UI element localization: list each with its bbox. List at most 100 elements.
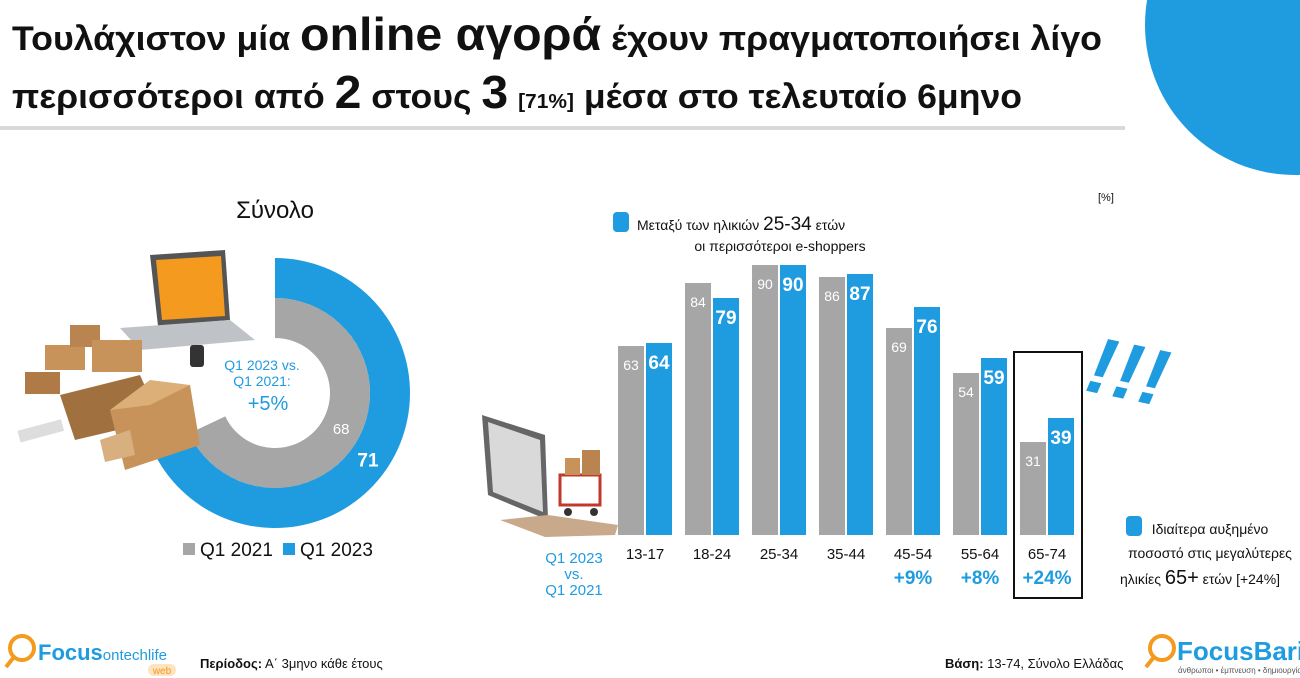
annotation-line: Μεταξύ των ηλικιών 25-34 ετών	[637, 214, 845, 235]
x-tick-label: 35-44	[827, 546, 865, 563]
bar-value-label: 64	[648, 353, 670, 374]
title-part: έχουν πραγματοποιήσει λίγο	[611, 20, 1102, 58]
title-line: Τουλάχιστον μία online αγορά έχουν πραγμ…	[12, 8, 1102, 60]
logo-tag-bg	[148, 664, 176, 676]
box-flap	[110, 380, 190, 410]
title-part: στους	[371, 78, 471, 116]
donut-value-label: 71	[357, 451, 379, 472]
x-tick-label: 55-64	[961, 546, 999, 563]
annotation-line: ποσοστό στις μεγαλύτερες	[1128, 545, 1292, 561]
bar-value-label: 31	[1025, 453, 1041, 469]
x-tick-label: 18-24	[693, 546, 731, 563]
title-part: μέσα στο τελευταίο 6μηνο	[584, 78, 1022, 116]
x-tick-label: 25-34	[760, 546, 798, 563]
bar	[646, 343, 672, 535]
bar-value-label: 87	[849, 284, 870, 305]
exclamation: !!!	[1080, 320, 1177, 424]
footer-text: Α΄ 3μηνο κάθε έτους	[265, 656, 383, 671]
title-part: Τουλάχιστον μία	[12, 20, 290, 58]
annotation-line: Ιδιαίτερα αυξημένο	[1152, 521, 1269, 537]
wheel	[590, 508, 598, 516]
change-label: +9%	[894, 568, 933, 589]
footer-period: Περίοδος: Α΄ 3μηνο κάθε έτους	[200, 656, 383, 671]
box	[582, 450, 600, 475]
logo-icon	[4, 655, 16, 669]
bar	[752, 265, 778, 535]
bar	[914, 307, 940, 535]
bar-value-label: 86	[824, 288, 840, 304]
title-part: περισσότεροι από	[12, 78, 325, 116]
donut-arc	[144, 258, 410, 528]
donut-title: Σύνολο	[236, 197, 314, 224]
change-caption: vs.	[564, 566, 583, 583]
logo-brand: Focus	[38, 640, 103, 665]
donut	[144, 258, 410, 528]
footer-label: Βάση:	[945, 656, 984, 671]
logo-name: ontechlife	[103, 647, 167, 664]
logo-tag: web	[152, 666, 172, 677]
bar	[1048, 418, 1074, 535]
donut-value-label: 68	[333, 421, 350, 438]
change-caption: Q1 2023	[545, 550, 603, 567]
bar-value-label: 63	[623, 357, 639, 373]
laptop-base	[120, 320, 255, 350]
logo-icon	[1144, 655, 1156, 669]
bar-value-label: 59	[983, 368, 1004, 389]
laptop-cart	[482, 415, 618, 537]
bar-chart: 63 64 13-17 84 79 18-24 90 90 25-34 86 87 35-44 69 76…	[545, 265, 1083, 599]
laptop-display	[156, 256, 225, 320]
bar	[981, 358, 1007, 535]
bar	[847, 274, 873, 535]
laptop-base	[500, 515, 618, 537]
title-emphasis: 2	[335, 66, 362, 118]
annotation-part: 65+	[1165, 567, 1199, 589]
annotation-part: ετών [+24%]	[1203, 571, 1280, 587]
box	[92, 340, 142, 372]
logo-icon	[8, 634, 36, 662]
annotation-part: Μεταξύ των ηλικιών	[637, 217, 759, 233]
legend-swatch	[183, 543, 195, 555]
title-line: περισσότεροι από 2 στους 3 [71%] μέσα στ…	[12, 66, 1022, 118]
footer-base: Βάση: 13-74, Σύνολο Ελλάδας	[945, 656, 1123, 671]
bar-value-label: 54	[958, 384, 974, 400]
bar	[953, 373, 979, 535]
legend-label: Q1 2023	[300, 540, 373, 561]
donut-annotation: Q1 2021:	[233, 373, 291, 389]
unit-label: [%]	[1098, 192, 1114, 204]
logo-icon	[1148, 634, 1176, 662]
logo-tagline: άνθρωποι • έμπνευση • δημιουργία	[1178, 666, 1300, 675]
donut-annotation: Q1 2023 vs.	[224, 357, 300, 373]
bar-value-label: 79	[715, 308, 736, 329]
change-label: +24%	[1022, 568, 1071, 589]
annotation-part: ηλικίες	[1120, 571, 1161, 587]
x-tick-label: 65-74	[1028, 546, 1066, 563]
donut-change: +5%	[248, 393, 289, 415]
annotation-part: 25-34	[763, 214, 812, 235]
x-tick-label: 13-17	[626, 546, 664, 563]
change-caption: Q1 2021	[545, 582, 603, 599]
legend-label: Q1 2021	[200, 540, 273, 561]
bar	[819, 277, 845, 535]
bar	[1020, 442, 1046, 535]
bar	[780, 265, 806, 535]
title-emphasis: online αγορά	[300, 8, 601, 60]
illustration	[17, 250, 255, 470]
box	[25, 372, 60, 394]
laptop-display	[488, 422, 543, 512]
annotation-line: ηλικίες 65+ ετών [+24%]	[1120, 567, 1280, 589]
card	[17, 419, 65, 443]
change-label: +8%	[961, 568, 1000, 589]
annotation-line: οι περισσότεροι e-shoppers	[694, 238, 865, 254]
bar-value-label: 90	[757, 276, 773, 292]
footer-label: Περίοδος:	[200, 656, 262, 671]
bar-value-label: 84	[690, 294, 706, 310]
bar-value-label: 90	[782, 275, 803, 296]
highlight-box	[1013, 351, 1083, 599]
footer-text: 13-74, Σύνολο Ελλάδας	[987, 656, 1123, 671]
cart	[558, 473, 602, 507]
decor-circle	[1145, 0, 1300, 175]
box	[565, 458, 580, 475]
donut-arc	[189, 298, 371, 489]
